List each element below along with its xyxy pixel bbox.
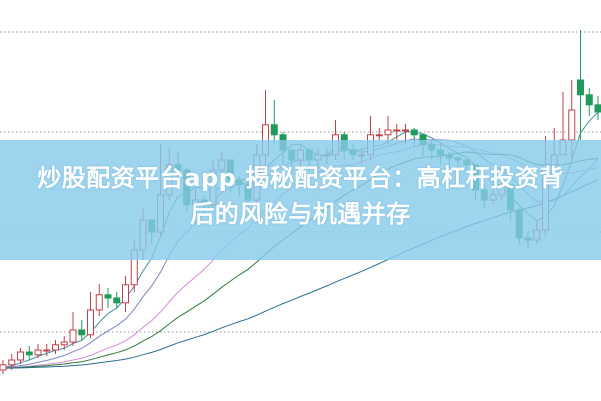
candle-down — [270, 124, 278, 136]
candle-up — [122, 284, 129, 304]
candle-down — [585, 94, 593, 106]
candle-up — [60, 341, 68, 346]
title-banner — [0, 140, 601, 260]
candle-down — [113, 297, 121, 304]
candle-up — [568, 109, 576, 141]
candle-up — [384, 129, 392, 136]
candle-down — [577, 79, 584, 96]
title-line-1: 炒股配资平台app 揭秘配资平台：高杠杆投资背 — [37, 164, 564, 192]
candle-down — [25, 351, 33, 356]
candle-down — [594, 104, 601, 113]
candle-up — [375, 134, 383, 137]
candle-down — [104, 294, 112, 299]
candle-up — [8, 359, 16, 366]
candle-up — [43, 349, 51, 352]
candle-up — [402, 129, 409, 132]
candle-up — [393, 129, 401, 132]
candle-up — [34, 349, 42, 356]
candle-down — [410, 129, 418, 136]
candle-up — [17, 351, 24, 361]
article-title: 炒股配资平台app 揭秘配资平台：高杠杆投资背 后的风险与机遇并存 — [0, 160, 601, 232]
candle-up — [52, 344, 59, 351]
candle-up — [87, 309, 94, 336]
candle-up — [95, 294, 103, 311]
candle-up — [0, 364, 7, 371]
candle-down — [78, 329, 86, 336]
candle-up — [69, 329, 77, 343]
title-line-2: 后的风险与机遇并存 — [190, 200, 411, 228]
